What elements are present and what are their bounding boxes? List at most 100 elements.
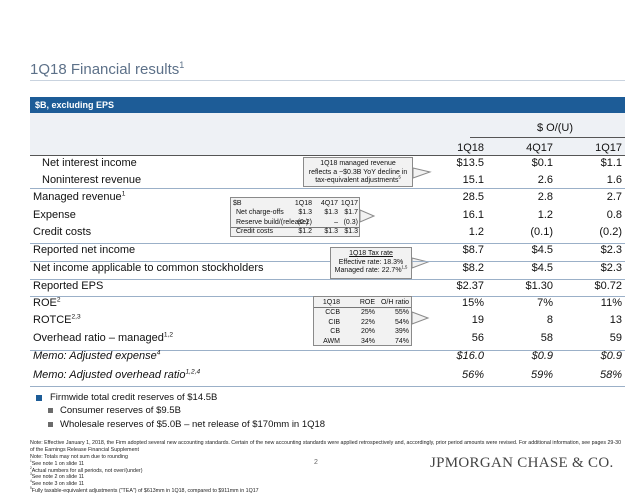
superscript: 1,2 <box>163 331 174 339</box>
callout-cell: 39% <box>394 328 409 335</box>
callout-line: Effective rate: 18.3% <box>338 258 404 266</box>
superscript: 5 <box>30 486 32 491</box>
footnote: 1See note 1 on slide 11 <box>30 459 410 468</box>
bullet <box>36 395 42 401</box>
cell: 59% <box>530 369 553 381</box>
callout-text: 1Q18 Tax rate <box>330 250 412 257</box>
cell: 56% <box>461 369 484 381</box>
callout-box <box>313 296 412 346</box>
callout-cell: $1.3 <box>344 228 358 235</box>
label-text: Reported net income <box>33 244 136 256</box>
row-rule <box>30 155 625 156</box>
footnote: 5Fully taxable-equivalent adjustments ("… <box>30 486 410 495</box>
callout-text: tax-equivalent adjustments5 <box>303 174 413 184</box>
arrow <box>411 257 430 269</box>
cell: 13 <box>609 314 622 326</box>
row-label: Credit costs <box>33 227 91 238</box>
cell: 2.7 <box>606 191 622 203</box>
callout-cell: CB <box>330 328 340 335</box>
callout-text: reflects a ~$0.3B YoY decline in <box>303 169 413 176</box>
footnote: 2Actual numbers for all periods, not ove… <box>30 465 410 475</box>
column-header: 4Q17 <box>526 142 553 154</box>
callout-line: tax-equivalent adjustments <box>315 177 399 184</box>
row-label: Net interest income <box>42 158 137 169</box>
cell: $2.3 <box>600 244 622 256</box>
group-header: $ O/(U) <box>536 122 574 134</box>
title-text: 1Q18 Financial results <box>30 61 180 78</box>
callout-cell: 4Q17 <box>320 200 338 207</box>
label-text: ROTCE <box>33 314 72 326</box>
label-text: Noninterest revenue <box>42 174 142 186</box>
label-text: Reported EPS <box>33 280 104 292</box>
row-rule <box>30 279 625 280</box>
row-label: ROTCE2,3 <box>33 314 81 326</box>
cell: $13.5 <box>456 157 484 169</box>
page-number: 2 <box>314 459 318 466</box>
cell: 1.2 <box>537 209 553 221</box>
cell: 7% <box>537 297 553 309</box>
cell: 15% <box>461 297 484 309</box>
callout-cell: 1Q18 <box>294 200 312 207</box>
callout-text: Managed rate: 22.7%1,5 <box>330 264 412 274</box>
cell: $8.2 <box>462 262 484 274</box>
superscript: 1,5 <box>401 264 408 270</box>
bullet-text: Firmwide total credit reserves of $14.5B <box>50 392 218 403</box>
cell: $0.9 <box>600 350 622 362</box>
row-label: Memo: Adjusted overhead ratio1,2,4 <box>33 369 200 381</box>
cell: 11% <box>600 297 622 309</box>
footnote-text: Actual numbers for all periods, not over… <box>31 467 143 474</box>
cell: $4.5 <box>531 244 553 256</box>
row-rule <box>30 350 625 351</box>
callout-box <box>303 157 413 187</box>
cell: 2.8 <box>537 191 553 203</box>
cell: $1.30 <box>525 280 553 292</box>
footnote-text: See note 3 on slide 11 <box>31 481 85 488</box>
superscript: 2 <box>30 465 32 470</box>
column-header: 1Q18 <box>457 142 484 154</box>
callout-cell: $1.3 <box>324 228 338 235</box>
superscript: 5 <box>398 174 401 180</box>
callout-line: 1Q18 Tax rate <box>349 250 393 257</box>
callout-box <box>230 197 360 237</box>
footnote: 4See note 3 on slide 11 <box>30 479 410 488</box>
callout-cell: 74% <box>394 337 409 345</box>
arrow <box>411 311 430 325</box>
superscript: 4 <box>156 349 161 357</box>
callout-cell: (0.2) <box>297 218 312 226</box>
label-text: Expense <box>33 209 76 221</box>
cell: 28.5 <box>462 191 484 203</box>
label-text: Overhead ratio – managed <box>33 332 164 344</box>
callout-cell: $1.3 <box>324 209 338 216</box>
callout-cell: 34% <box>360 337 375 345</box>
callout-cell: 1Q18 <box>322 299 340 306</box>
cell: $2.37 <box>456 280 484 292</box>
cell: 1.6 <box>606 174 622 186</box>
header-bar <box>30 97 625 113</box>
footnote-note: Note: Effective January 1, 2018, the Fir… <box>30 440 622 453</box>
row-label: Managed revenue1 <box>33 190 126 203</box>
bullet-text: Wholesale reserves of $5.0B – net releas… <box>60 419 326 430</box>
callout-text: Effective rate: 18.3% <box>330 259 412 266</box>
callout-line: 1Q18 managed revenue <box>320 160 396 167</box>
callout-cell: Credit costs <box>236 228 273 235</box>
cell: $4.5 <box>531 262 553 274</box>
row-rule <box>30 188 625 189</box>
bullet-text: Consumer reserves of $9.5B <box>60 405 181 416</box>
callout-cell: 22% <box>360 318 375 326</box>
callout-cell: 55% <box>394 309 409 316</box>
callout-cell: 54% <box>394 318 409 326</box>
footnote-note: Note: Totals may not sum due to rounding <box>30 453 128 460</box>
row-label: Net income applicable to common stockhol… <box>33 263 264 274</box>
cell: $1.1 <box>600 157 622 169</box>
callout-cell: ROE <box>359 299 375 306</box>
table-header-band <box>30 113 625 155</box>
superscript: 1 <box>121 190 126 198</box>
cell: 8 <box>546 314 553 326</box>
superscript: 4 <box>30 479 32 484</box>
superscript: 3 <box>30 472 32 477</box>
callout-line: reflects a ~$0.3B YoY decline in <box>308 168 408 176</box>
label-text: Net income applicable to common stockhol… <box>33 262 264 274</box>
cell: $8.7 <box>462 244 484 256</box>
cell: 2.6 <box>537 174 553 186</box>
